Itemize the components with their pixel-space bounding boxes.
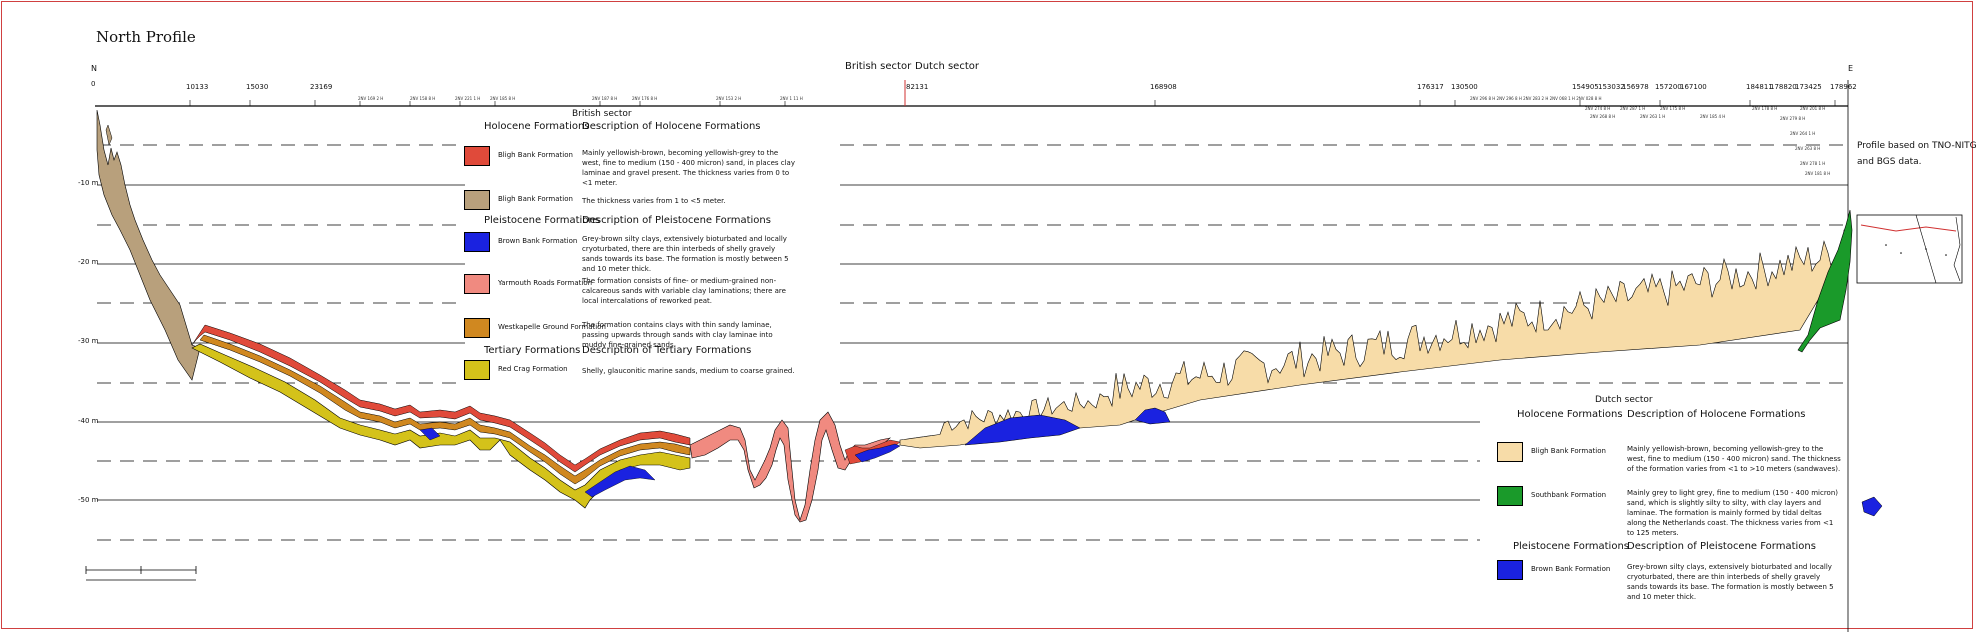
svg-text:2NV 178 8 H: 2NV 178 8 H	[1752, 106, 1777, 111]
svg-text:2NV 296 8 H 2NV 296 8 H 2NV 28: 2NV 296 8 H 2NV 296 8 H 2NV 283 2 H 2NV …	[1470, 96, 1601, 101]
legend-swatch-dutch-brown-bank	[1497, 560, 1523, 580]
british-legend-heading: British sector	[572, 109, 632, 119]
svg-text:2NV 169 2 H: 2NV 169 2 H	[358, 96, 383, 101]
depth-label: -50 m	[78, 496, 99, 504]
svg-text:2NV 158 8 H: 2NV 158 8 H	[410, 96, 435, 101]
legend-name: Brown Bank Formation	[1531, 565, 1611, 573]
svg-text:2NV 287 1 H: 2NV 287 1 H	[1620, 106, 1645, 111]
svg-text:2NV 201 8 H: 2NV 201 8 H	[1800, 106, 1825, 111]
dutch-legend: Dutch sector Holocene Formations Descrip…	[1495, 394, 1845, 601]
svg-text:2NV 181 8 H: 2NV 181 8 H	[1805, 171, 1830, 176]
legend-name: Red Crag Formation	[498, 365, 568, 373]
legend-swatch-westkapelle	[464, 318, 490, 338]
svg-text:2NV 221 1 H: 2NV 221 1 H	[455, 96, 480, 101]
svg-text:2NV 278 1 H: 2NV 278 1 H	[1800, 161, 1825, 166]
depth-label: -10 m	[78, 179, 99, 187]
legend-desc: Mainly grey to light grey, fine to mediu…	[1627, 489, 1838, 537]
dutch-holocene-desc-header: Description of Holocene Formations	[1627, 409, 1806, 420]
svg-text:2NV 185 8 H: 2NV 185 8 H	[490, 96, 515, 101]
legend-swatch-red-crag	[464, 360, 490, 380]
legend-name: Westkapelle Ground Formation	[498, 323, 606, 331]
page-title: North Profile	[96, 28, 196, 46]
tertiary-desc-header: Description of Tertiary Formations	[582, 345, 752, 356]
top-number: 23169	[310, 83, 333, 91]
legend-swatch-bligh-red	[464, 146, 490, 166]
legend-swatch-southbank	[1497, 486, 1523, 506]
legend-desc: Grey-brown silty clays, extensively biot…	[582, 235, 789, 273]
legend-desc: The formation contains clays with thin s…	[582, 321, 773, 349]
depth-label: -40 m	[78, 417, 99, 425]
top-number: 184811	[1746, 83, 1773, 91]
legend-name: Yarmouth Roads Formation	[498, 279, 593, 287]
legend-desc: Grey-brown silty clays, extensively biot…	[1627, 563, 1834, 601]
pleistocene-header: Pleistocene Formations	[484, 215, 600, 226]
profile-note-2: and BGS data.	[1857, 157, 1922, 167]
scale-bar	[85, 566, 197, 581]
svg-text:2NV 185 4 H: 2NV 185 4 H	[1700, 114, 1725, 119]
top-number: 168908	[1150, 83, 1177, 91]
edge-label-north: N	[91, 64, 97, 73]
legend-name: Southbank Formation	[1531, 491, 1607, 499]
legend-name: Brown Bank Formation	[498, 237, 578, 245]
pleistocene-desc-header: Description of Pleistocene Formations	[582, 215, 771, 226]
svg-text:2NV 264 1 H: 2NV 264 1 H	[1790, 131, 1815, 136]
top-number: 156978	[1622, 83, 1649, 91]
top-number: 154905	[1572, 83, 1599, 91]
svg-text:2NV 263 1 H: 2NV 263 1 H	[1640, 114, 1665, 119]
svg-text:2NV 268 8 H: 2NV 268 8 H	[1590, 114, 1615, 119]
svg-text:2NV 187 8 H: 2NV 187 8 H	[592, 96, 617, 101]
svg-text:2NV 279 8 H: 2NV 279 8 H	[1780, 116, 1805, 121]
dutch-legend-heading: Dutch sector	[1595, 395, 1653, 405]
british-legend: British sector Holocene Formations Descr…	[460, 108, 800, 388]
tertiary-header: Tertiary Formations	[484, 345, 581, 356]
legend-desc: Mainly yellowish-brown, becoming yellowi…	[582, 149, 795, 187]
top-number: 173425	[1795, 83, 1822, 91]
svg-text:2NV 263 8 H: 2NV 263 8 H	[1795, 146, 1820, 151]
legend-name: Bligh Bank Formation	[498, 195, 573, 203]
institute-logo-icon	[1861, 496, 1883, 517]
edge-label-zero: 0	[91, 80, 96, 88]
top-number: 82131	[906, 83, 929, 91]
location-inset-map	[1856, 214, 1963, 284]
svg-text:2NV 274 8 H: 2NV 274 8 H	[1585, 106, 1610, 111]
top-number: 130500	[1451, 83, 1478, 91]
legend-swatch-dutch-bligh	[1497, 442, 1523, 462]
top-number: 178962	[1830, 83, 1857, 91]
svg-text:2NV 153 2 H: 2NV 153 2 H	[716, 96, 741, 101]
dutch-pleistocene-header: Pleistocene Formations	[1513, 541, 1629, 552]
legend-desc: The formation consists of fine- or mediu…	[582, 277, 786, 305]
british-sector-label: British sector	[845, 61, 912, 72]
svg-text:2NV 1 11 H: 2NV 1 11 H	[780, 96, 803, 101]
top-number: 157200	[1655, 83, 1682, 91]
dutch-holocene-header: Holocene Formations	[1517, 409, 1623, 420]
legend-name: Bligh Bank Formation	[1531, 447, 1606, 455]
legend-desc: Shelly, glauconitic marine sands, medium…	[582, 367, 795, 375]
legend-name: Bligh Bank Formation	[498, 151, 573, 159]
profile-note: Profile based on TNO-NITG	[1857, 141, 1976, 151]
legend-swatch-bligh-brown	[464, 190, 490, 210]
holocene-header: Holocene Formations	[484, 121, 590, 132]
legend-swatch-yarmouth	[464, 274, 490, 294]
top-number: 153032	[1598, 83, 1625, 91]
legend-swatch-brown-bank	[464, 232, 490, 252]
legend-desc: The thickness varies from 1 to <5 meter.	[582, 197, 726, 205]
top-number: 167100	[1680, 83, 1707, 91]
top-number: 15030	[246, 83, 269, 91]
legend-desc: Mainly yellowish-brown, becoming yellowi…	[1627, 445, 1841, 473]
top-number: 178820	[1770, 83, 1797, 91]
holocene-desc-header: Description of Holocene Formations	[582, 121, 761, 132]
dutch-pleistocene-desc-header: Description of Pleistocene Formations	[1627, 541, 1816, 552]
top-number: 176317	[1417, 83, 1444, 91]
depth-label: -20 m	[78, 258, 99, 266]
svg-text:2NV 176 8 H: 2NV 176 8 H	[632, 96, 657, 101]
svg-text:2NV 175 8 H: 2NV 175 8 H	[1660, 106, 1685, 111]
top-number: 10133	[186, 83, 209, 91]
edge-label-east: E	[1848, 64, 1854, 73]
dutch-sector-label: Dutch sector	[915, 61, 979, 72]
depth-label: -30 m	[78, 337, 99, 345]
